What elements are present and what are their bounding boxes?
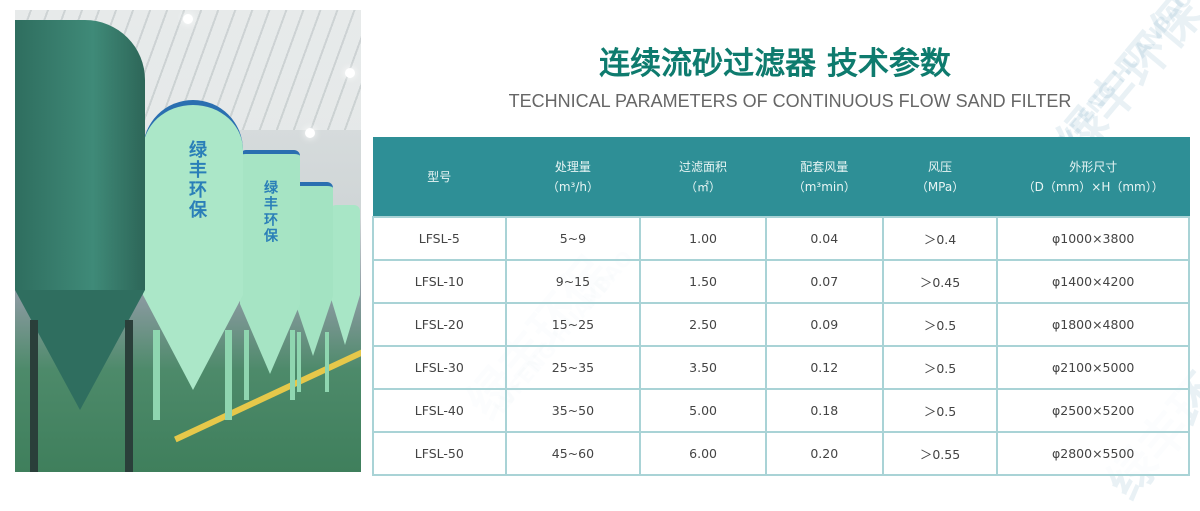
filter-tank: 绿丰环保 [143,100,243,420]
cell-dimensions: φ1800×4800 [996,302,1190,347]
header-unit: （m³min） [792,180,856,194]
filter-tank-main [15,20,145,472]
cell-air-pressure: ＞0.5 [881,345,999,390]
cell-model: LFSL-20 [372,302,507,347]
watermark: LVFENG HUANBAO [1047,0,1198,159]
cell-filter-area: 5.00 [639,388,767,433]
cell-filter-area: 3.50 [639,345,767,390]
cell-air-pressure: ＞0.4 [881,216,999,261]
cell-filter-area: 2.50 [639,302,767,347]
cell-filter-area: 6.00 [639,431,767,476]
cell-air-pressure: ＞0.5 [881,388,999,433]
cell-dimensions: φ2500×5200 [996,388,1190,433]
tank-label: 绿丰环保 [262,180,278,244]
header-unit: （m³/h） [546,180,599,194]
cell-air-volume: 0.12 [764,345,884,390]
cell-model: LFSL-30 [372,345,507,390]
table-row: LFSL-5 5~9 1.00 0.04 ＞0.4 φ1000×3800 [372,216,1190,261]
cell-capacity: 9~15 [504,259,642,304]
header-label: 处理量 [554,160,591,174]
table-row: LFSL-30 25~35 3.50 0.12 ＞0.5 φ2100×5000 [372,345,1190,390]
table-row: LFSL-20 15~25 2.50 0.09 ＞0.5 φ1800×4800 [372,302,1190,347]
cell-air-volume: 0.07 [764,259,884,304]
filter-tank [330,205,360,385]
ceiling-light [183,14,193,24]
header-label: 风压 [928,160,953,174]
tank-label: 绿丰环保 [186,140,207,220]
table-row: LFSL-10 9~15 1.50 0.07 ＞0.45 φ1400×4200 [372,259,1190,304]
cell-air-pressure: ＞0.55 [881,431,999,476]
cell-capacity: 5~9 [504,216,642,261]
cell-model: LFSL-10 [372,259,507,304]
header-unit: （D（mm）×H（mm）） [1022,180,1164,194]
cell-model: LFSL-40 [372,388,507,433]
cell-air-pressure: ＞0.45 [881,259,999,304]
cell-dimensions: φ1400×4200 [996,259,1190,304]
header-label: 过滤面积 [679,160,728,174]
table-header-row: 型号 处理量 （m³/h） 过滤面积 （㎡） 配套风量 （m³min） 风压 （MPa） 外形尺寸… [372,137,1190,218]
header-air-volume: 配套风量 （m³min） [765,137,884,218]
cell-filter-area: 1.50 [639,259,767,304]
cell-model: LFSL-50 [372,431,507,476]
header-capacity: 处理量 （m³/h） [505,137,641,218]
header-unit: （MPa） [915,180,965,194]
cell-dimensions: φ2800×5500 [996,431,1190,476]
header-filter-area: 过滤面积 （㎡） [639,137,767,218]
header-label: 型号 [427,170,452,184]
header-label: 配套风量 [800,160,849,174]
ceiling-light [305,128,315,138]
product-photo: 绿丰环保 绿丰环保 [15,10,361,472]
cell-air-volume: 0.18 [764,388,884,433]
cell-capacity: 35~50 [504,388,642,433]
page-title: 连续流砂过滤器 技术参数 [599,46,951,82]
cell-air-volume: 0.04 [764,216,884,261]
filter-tank: 绿丰环保 [240,150,300,400]
cell-filter-area: 1.00 [639,216,767,261]
parameters-table: 型号 处理量 （m³/h） 过滤面积 （㎡） 配套风量 （m³min） 风压 （MPa） 外形尺寸… [372,137,1190,476]
header-air-pressure: 风压 （MPa） [882,137,998,218]
cell-air-volume: 0.09 [764,302,884,347]
page-subtitle: TECHNICAL PARAMETERS OF CONTINUOUS FLOW … [508,91,1072,111]
cell-capacity: 25~35 [504,345,642,390]
cell-dimensions: φ1000×3800 [996,216,1190,261]
table-row: LFSL-40 35~50 5.00 0.18 ＞0.5 φ2500×5200 [372,388,1190,433]
header-model: 型号 [372,137,507,218]
cell-capacity: 15~25 [504,302,642,347]
header-unit: （㎡） [685,180,722,194]
cell-dimensions: φ2100×5000 [996,345,1190,390]
table-row: LFSL-50 45~60 6.00 0.20 ＞0.55 φ2800×5500 [372,431,1190,476]
cell-model: LFSL-5 [372,216,507,261]
cell-air-pressure: ＞0.5 [881,302,999,347]
header-label: 外形尺寸 [1069,160,1118,174]
ceiling-light [345,68,355,78]
cell-capacity: 45~60 [504,431,642,476]
cell-air-volume: 0.20 [764,431,884,476]
header-dimensions: 外形尺寸 （D（mm）×H（mm）） [996,137,1190,218]
